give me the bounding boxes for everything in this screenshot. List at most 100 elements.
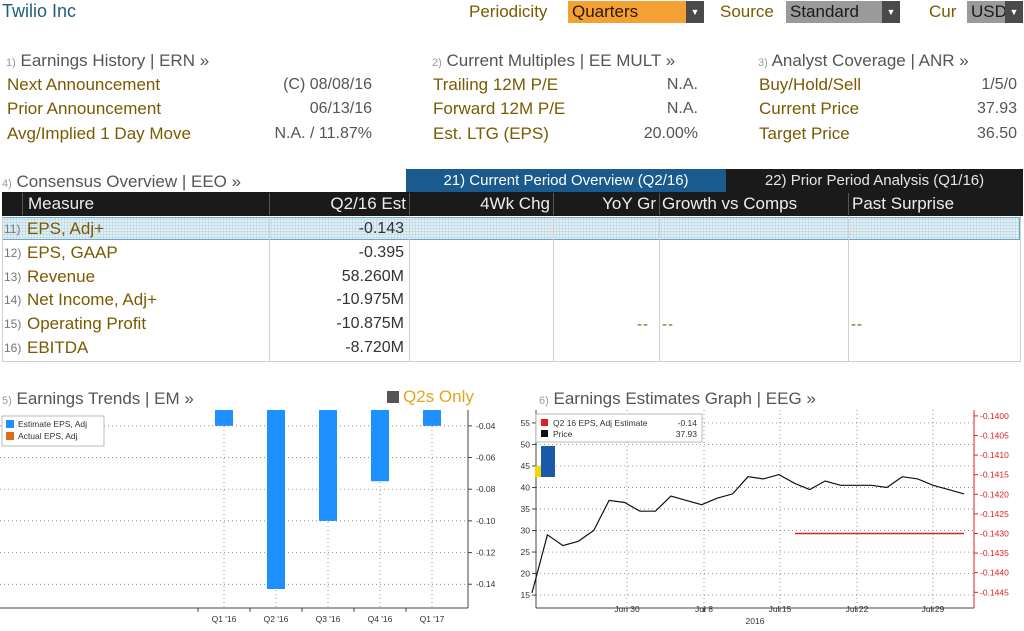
earnings-trends-chart: -0.04 -0.06 -0.08 -0.10 -0.12 -0.14 Q1 '16 Q2 … bbox=[0, 410, 496, 624]
row-number: 11) bbox=[4, 222, 21, 236]
section-number: 1) bbox=[6, 57, 16, 69]
q2s-only-label[interactable]: Q2s Only bbox=[403, 387, 474, 406]
trailing-pe-label: Trailing 12M P/E bbox=[433, 75, 559, 94]
currency-dropdown-arrow-icon[interactable]: ▼ bbox=[1005, 1, 1023, 23]
eeg-legend-box bbox=[535, 413, 703, 443]
periodicity-dropdown-arrow-icon[interactable]: ▼ bbox=[686, 1, 704, 23]
current-price-label: Current Price bbox=[759, 99, 860, 118]
table-divider bbox=[269, 216, 270, 362]
eeg-left-tick-label: 30 bbox=[521, 526, 531, 536]
yoy-dash: -- bbox=[637, 316, 649, 333]
row-estimate: -8.720M bbox=[345, 339, 404, 356]
company-name: Twilio Inc bbox=[2, 1, 77, 21]
tab-current-period[interactable]: 21) Current Period Overview (Q2/16) bbox=[406, 169, 726, 192]
trend-x-tick-label: Q4 '16 bbox=[368, 614, 393, 624]
analyst-coverage-title[interactable]: 3) Analyst Coverage | ANR » bbox=[758, 51, 969, 71]
header-divider bbox=[269, 193, 270, 215]
current-multiples-title-text: Current Multiples | EE MULT » bbox=[446, 51, 676, 70]
trend-legend-box bbox=[1, 415, 105, 447]
consensus-overview-title-text: Consensus Overview | EEO » bbox=[16, 172, 242, 191]
row-label: EPS, Adj+ bbox=[27, 219, 105, 238]
earnings-history-title-text: Earnings History | ERN » bbox=[20, 51, 210, 70]
section-number: 2) bbox=[432, 57, 442, 69]
col-header-measure: Measure bbox=[28, 194, 95, 213]
earnings-trends-title[interactable]: 5) Earnings Trends | EM » bbox=[2, 389, 194, 409]
table-divider bbox=[2, 216, 3, 362]
eeg-right-tick-label: -0.1440 bbox=[980, 568, 1009, 578]
row-label: EBITDA bbox=[27, 338, 89, 357]
event-marker[interactable] bbox=[541, 457, 555, 467]
row-label: Operating Profit bbox=[27, 314, 147, 333]
event-marker[interactable] bbox=[541, 446, 555, 457]
eeg-left-tick-label: 15 bbox=[521, 590, 531, 600]
trend-x-tick-label: Q1 '16 bbox=[212, 614, 237, 624]
legend-swatch-estimate bbox=[6, 420, 14, 428]
analyst-coverage-title-text: Analyst Coverage | ANR » bbox=[771, 51, 969, 70]
periodicity-dropdown[interactable]: Quarters bbox=[568, 1, 686, 23]
consensus-overview-title[interactable]: 4) Consensus Overview | EEO » bbox=[2, 172, 241, 192]
table-divider bbox=[659, 216, 660, 362]
consensus-table-header bbox=[2, 192, 1023, 216]
trend-bar-estimate bbox=[215, 410, 233, 426]
header-divider bbox=[659, 193, 660, 215]
buy-hold-sell-value: 1/5/0 bbox=[981, 76, 1017, 93]
trend-x-axis: Q1 '16 Q2 '16 Q3 '16 Q4 '16 Q1 '17 bbox=[0, 607, 468, 624]
event-markers[interactable] bbox=[535, 446, 555, 477]
target-price-value: 36.50 bbox=[976, 125, 1017, 142]
current-price-value: 37.93 bbox=[976, 100, 1017, 117]
eeg-lines bbox=[531, 473, 965, 594]
eeg-left-tick-label: 25 bbox=[521, 547, 531, 557]
eeg-right-tick-label: -0.1415 bbox=[980, 470, 1009, 480]
forward-pe-value: N.A. bbox=[666, 100, 698, 117]
source-dropdown[interactable]: Standard bbox=[786, 1, 882, 23]
section-number: 3) bbox=[758, 57, 768, 69]
source-dropdown-arrow-icon[interactable]: ▼ bbox=[882, 1, 900, 23]
trailing-pe-value: N.A. bbox=[666, 76, 698, 93]
trend-y-tick-label: -0.10 bbox=[476, 516, 496, 526]
buy-hold-sell-label: Buy/Hold/Sell bbox=[759, 75, 862, 94]
est-ltg-label: Est. LTG (EPS) bbox=[433, 124, 549, 143]
row-number: 12) bbox=[4, 246, 22, 260]
row-number: 14) bbox=[4, 293, 22, 307]
currency-dropdown[interactable]: USD bbox=[967, 1, 1007, 23]
legend-price-value: 37.93 bbox=[676, 429, 698, 439]
row-estimate: -0.143 bbox=[358, 220, 404, 237]
forward-pe-label: Forward 12M P/E bbox=[433, 99, 566, 118]
eeg-left-tick-label: 50 bbox=[521, 439, 531, 449]
eeg-x-tick-label: Jun 30 bbox=[614, 604, 640, 614]
eeg-right-tick-label: -0.1405 bbox=[980, 430, 1009, 440]
header-divider bbox=[848, 193, 849, 215]
earnings-estimates-title[interactable]: 6) Earnings Estimates Graph | EEG » bbox=[539, 389, 816, 409]
legend-estimate-label: Estimate EPS, Adj bbox=[18, 419, 87, 429]
avg-implied-move-label: Avg/Implied 1 Day Move bbox=[7, 124, 191, 143]
header-divider bbox=[22, 193, 23, 215]
col-header-yoy-gr: YoY Gr bbox=[602, 194, 656, 213]
table-bottom-border bbox=[2, 361, 1021, 362]
eeg-x-tick-label: Jul 8 bbox=[695, 604, 713, 614]
current-multiples-title[interactable]: 2) Current Multiples | EE MULT » bbox=[432, 51, 675, 71]
trend-bar-estimate bbox=[267, 410, 285, 589]
header-divider bbox=[409, 193, 410, 215]
col-header-growth-vs-comps: Growth vs Comps bbox=[662, 194, 798, 213]
eeg-price-line bbox=[531, 473, 965, 594]
trend-y-tick-label: -0.08 bbox=[476, 484, 496, 494]
eeg-x-tick-label: Jul 29 bbox=[922, 604, 945, 614]
tab-prior-period[interactable]: 22) Prior Period Analysis (Q1/16) bbox=[726, 169, 1023, 192]
section-number: 5) bbox=[2, 395, 12, 407]
event-marker-highlight[interactable] bbox=[535, 466, 541, 477]
q2s-only-checkbox[interactable] bbox=[387, 391, 399, 403]
earnings-history-title[interactable]: 1) Earnings History | ERN » bbox=[6, 51, 209, 71]
earnings-trends-title-text: Earnings Trends | EM » bbox=[16, 389, 194, 408]
eeg-left-tick-label: 55 bbox=[521, 418, 531, 428]
row-number: 15) bbox=[4, 317, 22, 331]
avg-implied-move-value: N.A. / 11.87% bbox=[274, 125, 372, 142]
eeg-right-tick-label: -0.1410 bbox=[980, 450, 1009, 460]
eeg-right-tick-label: -0.1430 bbox=[980, 529, 1009, 539]
trend-bar-estimate bbox=[423, 410, 441, 426]
trend-y-tick-label: -0.06 bbox=[476, 453, 496, 463]
eeg-left-tick-label: 40 bbox=[521, 482, 531, 492]
section-number: 4) bbox=[2, 178, 12, 190]
eeg-left-tick-label: 35 bbox=[521, 504, 531, 514]
est-ltg-value: 20.00% bbox=[643, 125, 698, 142]
event-marker[interactable] bbox=[535, 466, 555, 477]
